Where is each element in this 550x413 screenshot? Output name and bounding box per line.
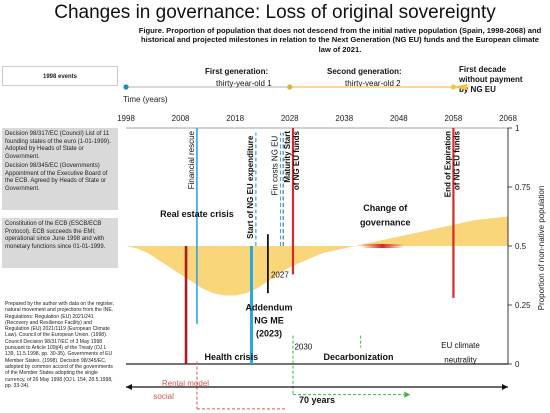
chart-annotation: Addendum: [245, 302, 292, 312]
span-label: 70 years: [299, 395, 335, 405]
chart-annotation: Decarbonization: [323, 352, 393, 362]
legend-marker: [123, 84, 129, 90]
figure-caption: Figure. Proportion of population that do…: [138, 26, 542, 54]
event-box-3: Constitution of the ECB (ESCB/ECB Protoc…: [2, 218, 118, 268]
milestone-label: Fin costs NG EU: [270, 136, 279, 196]
x-tick-label: 2018: [226, 114, 244, 123]
source-note: Prepared by the author with data on the …: [5, 301, 115, 389]
milestone-label: Start of NG EU expenditure: [246, 135, 255, 239]
milestone-label: of NG EU funds: [452, 130, 461, 190]
page-title: Changes in governance: Loss of original …: [54, 2, 496, 23]
span-arrow-left: [126, 384, 132, 390]
x-axis-label: Time (years): [123, 95, 168, 104]
y-tick-label: 1: [515, 124, 520, 133]
x-tick-label: 1998: [117, 114, 135, 123]
milestone-label: End of Expiration: [443, 131, 452, 197]
x-tick-label: 2008: [172, 114, 190, 123]
chart-annotation: Change of: [363, 203, 408, 213]
x-tick-label: 2028: [281, 114, 299, 123]
chart-annotation: 2030: [294, 342, 312, 351]
green-arrowhead: [404, 391, 411, 398]
population-area: [126, 216, 508, 296]
chart-annotation: (2023): [256, 328, 282, 338]
chart-annotation: Rental model: [162, 379, 209, 388]
x-tick-label: 2068: [499, 114, 517, 123]
legend-entry: First generation: thirty-year-old 1: [205, 67, 272, 88]
y-tick-label: 0: [515, 360, 520, 369]
governance-band: [360, 244, 405, 248]
legend-marker: [287, 84, 293, 90]
legend-entry: First decade without payment by NG EU: [458, 65, 523, 94]
chart-annotation: EU climate: [441, 341, 480, 350]
milestone-label: Financial rescue: [187, 130, 196, 189]
chart-annotation: governance: [360, 217, 411, 227]
x-tick-label: 2038: [335, 114, 353, 123]
milestone-label: Maturity Start: [283, 131, 292, 183]
chart-annotation: Health crisis: [205, 352, 259, 362]
y-tick-label: 0.25: [515, 301, 531, 310]
chart-annotation: neutrality: [444, 355, 476, 364]
chart-annotation: NG ME: [254, 315, 284, 325]
events-header: 1998 events: [2, 66, 118, 86]
chart-annotation: social: [153, 392, 174, 401]
x-tick-label: 2048: [390, 114, 408, 123]
y-axis-label: Proportion of non-native population: [537, 186, 546, 311]
y-tick-label: 0.5: [515, 242, 527, 251]
chart-annotation: Real estate crisis: [160, 209, 234, 219]
event-box-2: Decision 98/345/EC (Governments) Appoint…: [2, 160, 118, 210]
y-tick-label: 0.75: [515, 183, 531, 192]
chart-annotation: 2027: [271, 270, 289, 279]
events-header-label: 1998 events: [42, 74, 78, 80]
milestone-label: of NG EU funds: [292, 130, 301, 190]
x-tick-label: 2058: [445, 114, 463, 123]
legend-wedge: [451, 84, 468, 90]
span-arrow-right: [502, 384, 508, 390]
legend-entry: Second generation: thirty-year-old 2: [327, 67, 402, 88]
